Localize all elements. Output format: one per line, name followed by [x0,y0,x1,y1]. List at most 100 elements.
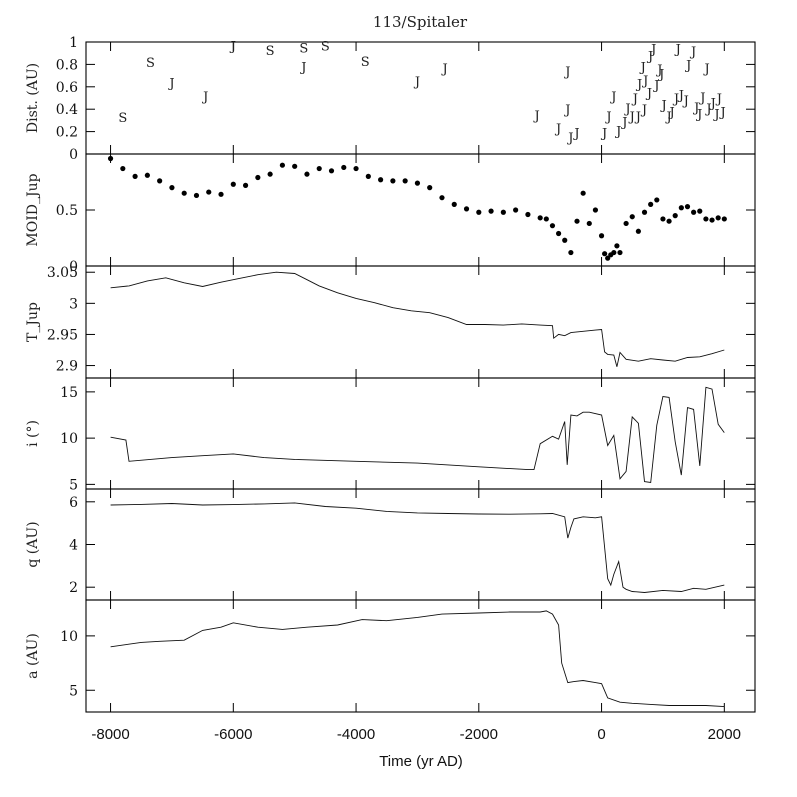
encounter-marker: J [689,45,696,60]
encounter-marker: J [660,99,667,114]
encounter-marker: J [167,76,174,91]
y-tick-label: 0 [69,259,78,275]
encounter-marker: J [413,75,420,90]
panel-frame [85,599,756,713]
x-axis-label: Time (yr AD) [379,753,463,770]
y-axis-label: Dist. (AU) [25,63,41,133]
x-tick-label: -2000 [460,726,498,743]
y-tick-label: 10 [60,431,78,447]
x-tick-label: -6000 [214,726,252,743]
data-point [304,171,310,177]
data-point [402,178,408,184]
data-point [292,163,298,169]
data-point [648,201,654,207]
y-tick-label: 15 [60,385,78,401]
encounter-marker: J [201,90,208,105]
encounter-marker: S [361,55,370,70]
data-point [328,168,335,174]
encounter-marker: J [695,108,702,123]
encounter-marker: J [533,109,540,124]
panel-frame [85,153,756,267]
x-tick-label: -8000 [91,726,129,743]
series-line [110,386,725,484]
y-axis-label: a (AU) [25,633,41,679]
data-point [660,216,666,222]
encounter-marker: J [440,62,447,77]
encounter-marker: J [682,94,689,109]
data-point [605,255,611,261]
y-tick-label: 1 [69,35,78,51]
data-point [617,249,623,256]
x-tick-label: 0 [597,726,605,743]
data-point [255,174,261,181]
encounter-marker: J [709,96,716,111]
data-point [611,249,617,256]
data-point [206,189,212,195]
data-point [543,216,549,222]
panel-semimajor: 5 10 a (AU) [25,599,756,713]
data-point [614,243,620,249]
encounter-marker: J [554,122,561,137]
panel-frame [85,377,756,490]
data-point [721,216,727,222]
data-point [365,173,371,179]
x-tick-label: -4000 [337,726,375,743]
data-point [193,192,200,199]
data-point [378,177,384,183]
panel-moid: 0 0.5 MOID_Jup [25,153,756,275]
encounter-marker: J [604,110,611,125]
encounter-marker: J [715,92,722,107]
data-point [623,220,629,227]
y-tick-label: 0.4 [56,102,78,118]
data-point [353,165,359,172]
data-point [525,211,531,218]
y-axis-label: i (°) [25,420,41,447]
panel-frame [85,488,756,601]
encounter-marker: J [641,74,648,89]
y-axis-label: T_Jup [25,302,41,342]
series-line [110,502,725,593]
encounter-marker: J [668,105,675,120]
y-tick-label: 0 [69,147,78,163]
data-point [703,216,709,222]
y-tick-label: 2.95 [47,327,78,343]
encounter-marker: J [712,108,719,123]
data-point [580,190,586,196]
encounter-marker: J [614,124,621,139]
data-point [635,228,641,234]
data-point [169,185,175,191]
encounter-marker: J [655,63,662,78]
encounter-marker: J [692,101,699,116]
encounter-marker: J [563,65,570,80]
encounter-marker: J [623,102,630,117]
data-point [120,165,126,172]
encounter-marker: J [652,79,659,94]
data-point [574,218,580,224]
encounter-marker: J [703,62,710,77]
encounter-marker: J [664,110,671,125]
encounter-marker: S [118,111,127,126]
encounter-marker: S [321,39,330,54]
chart-title: 113/Spitaler [373,13,468,31]
data-point [678,205,684,211]
data-point [654,197,660,203]
encounter-marker: J [563,103,570,118]
encounter-marker: S [146,56,155,71]
encounter-marker: J [639,61,646,76]
series-line [110,610,725,708]
panel-perihelion: 2 4 6 q (AU) [25,488,756,601]
y-tick-label: 0.2 [56,125,78,141]
encounter-marker: J [684,58,691,73]
data-point [513,207,519,213]
data-point [439,195,445,201]
data-point [709,217,715,223]
encounter-marker: J [229,39,236,54]
y-tick-label: 2.9 [56,359,78,375]
encounter-marker: J [649,43,656,58]
data-point [132,173,138,179]
data-point [316,165,322,172]
data-point [242,182,249,188]
data-point [666,218,672,224]
